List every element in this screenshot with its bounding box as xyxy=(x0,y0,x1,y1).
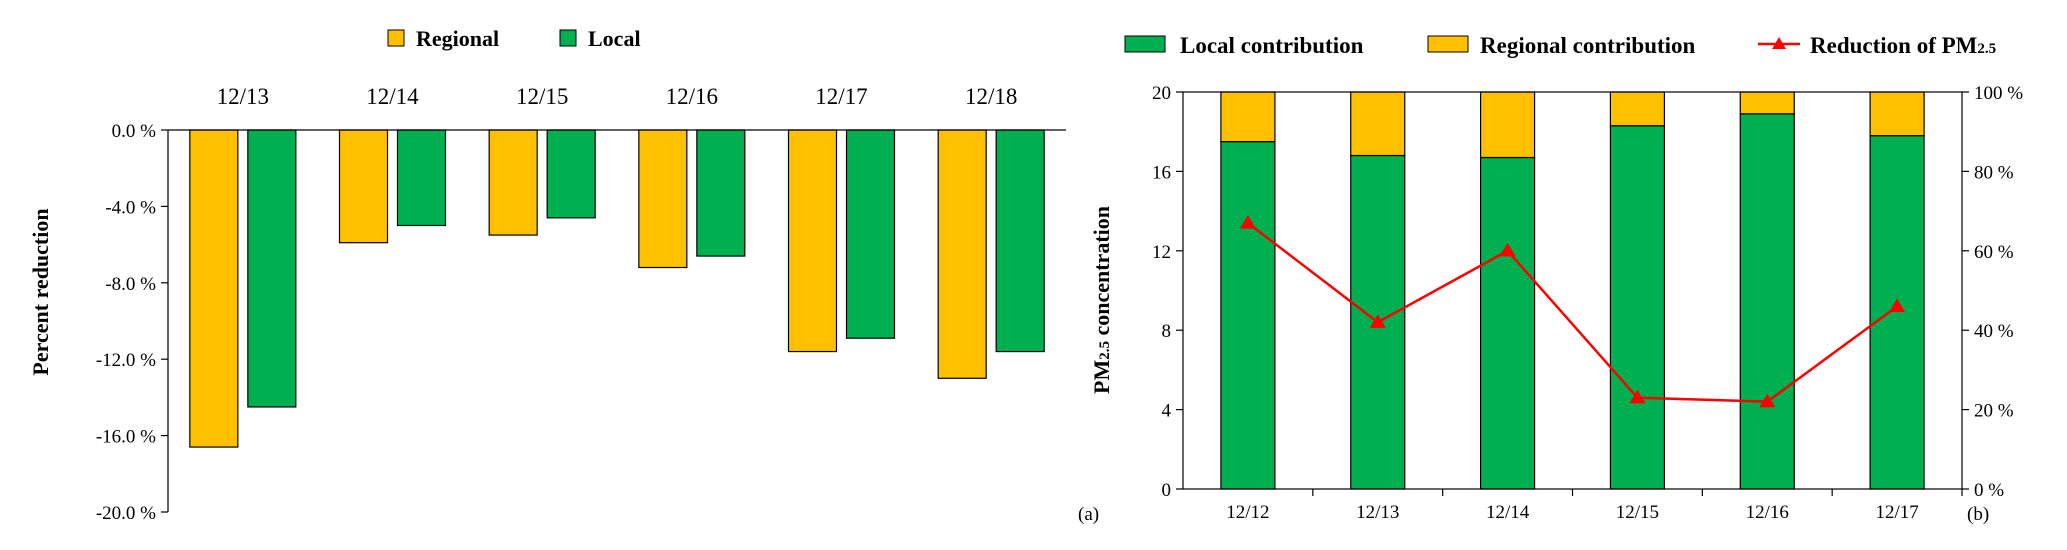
chart-a-legend: Regional Local xyxy=(387,26,641,51)
bar-regional-12-13 xyxy=(189,129,239,448)
chart-b-y-axis-title-sub: 2.5 xyxy=(1097,341,1113,360)
y2-tick-label-2: 40 % xyxy=(1974,321,2014,342)
category-label-12-16: 12/16 xyxy=(1746,502,1789,523)
bar-local-12-17 xyxy=(845,129,896,339)
category-label-12-16: 12/16 xyxy=(666,84,718,109)
legend-label-reduction-prefix: Reduction of PM xyxy=(1810,33,1978,58)
chart-a-bars xyxy=(189,129,1045,448)
category-label-12-18: 12/18 xyxy=(965,84,1017,109)
y-tick-label-2: 8 xyxy=(1162,321,1172,342)
chart-a: Regional Local 12/13 12/14 12/15 12/16 12/17… xyxy=(28,26,1099,525)
bar-regional-contribution-12-15 xyxy=(1609,91,1666,127)
bar-regional-contribution-12-13 xyxy=(1350,91,1406,157)
y-tick-label-3: -12.0 % xyxy=(96,350,156,371)
bar-regional-12-17 xyxy=(787,129,838,353)
y2-tick-label-1: 20 % xyxy=(1974,401,2014,422)
chart-b-y2-tick-labels: 0 % 20 % 40 % 60 % 80 % 100 % xyxy=(1974,83,2023,501)
bar-local-contribution-12-16 xyxy=(1739,113,1795,490)
bar-local-contribution-12-12 xyxy=(1220,141,1276,490)
bar-regional-contribution-12-17 xyxy=(1869,91,1925,137)
bar-local-contribution-12-14 xyxy=(1479,156,1536,490)
line-reduction-path xyxy=(1247,222,1898,403)
chart-b-reduction-line xyxy=(1239,215,1906,408)
bar-regional-12-14 xyxy=(338,129,389,244)
line-marker-12-17 xyxy=(1889,298,1906,312)
legend-label-regional: Regional xyxy=(416,26,499,51)
y2-tick-label-5: 100 % xyxy=(1974,83,2023,104)
legend-marker-reduction xyxy=(1772,37,1786,49)
bar-local-contribution-12-17 xyxy=(1869,135,1925,490)
bar-local-contribution-12-15 xyxy=(1609,125,1666,490)
bar-local-12-18 xyxy=(995,129,1045,353)
y2-tick-label-3: 60 % xyxy=(1974,242,2014,263)
bar-local-12-13 xyxy=(247,129,297,408)
category-label-12-13: 12/13 xyxy=(217,84,269,109)
legend-swatch-local-contribution xyxy=(1124,35,1166,53)
chart-a-category-labels: 12/13 12/14 12/15 12/16 12/17 12/18 xyxy=(217,84,1018,109)
line-marker-12-13 xyxy=(1369,314,1386,328)
legend-label-reduction: Reduction of PM2.5 xyxy=(1810,33,1996,58)
legend-swatch-regional-contribution xyxy=(1427,35,1469,53)
category-label-12-15: 12/15 xyxy=(1616,502,1659,523)
chart-b-y-axis-title-suffix: concentration xyxy=(1089,206,1114,341)
chart-a-panel-label: (a) xyxy=(1078,504,1099,525)
chart-b-axes xyxy=(1176,91,1969,496)
category-label-12-17: 12/17 xyxy=(815,84,867,109)
chart-b-y-axis-title-prefix: PM xyxy=(1089,360,1114,394)
y-tick-label-3: 12 xyxy=(1152,242,1171,263)
line-marker-12-12 xyxy=(1239,215,1256,229)
legend-label-local: Local xyxy=(588,26,641,51)
y-tick-label-5: -20.0 % xyxy=(96,503,156,524)
bar-regional-12-15 xyxy=(488,129,538,236)
bar-regional-contribution-12-14 xyxy=(1479,91,1536,159)
legend-swatch-local xyxy=(559,29,577,47)
bar-regional-12-18 xyxy=(937,129,987,379)
chart-b-y-axis-title: PM2.5 concentration xyxy=(1089,206,1114,394)
chart-b-y-tick-labels: 0 4 8 12 16 20 xyxy=(1152,83,1172,501)
y2-tick-label-4: 80 % xyxy=(1974,162,2014,183)
category-label-12-14: 12/14 xyxy=(366,84,419,109)
bar-local-12-14 xyxy=(396,129,447,227)
y-tick-label-2: -8.0 % xyxy=(105,274,156,295)
chart-b-panel-label: (b) xyxy=(1967,504,1989,525)
category-label-12-14: 12/14 xyxy=(1486,502,1530,523)
bar-regional-12-16 xyxy=(638,129,688,269)
legend-swatch-regional xyxy=(387,29,405,47)
chart-a-y-tick-labels: 0.0 % -4.0 % -8.0 % -12.0 % -16.0 % -20.0 % xyxy=(96,121,156,524)
chart-a-axes xyxy=(161,129,1066,513)
bar-regional-contribution-12-16 xyxy=(1739,91,1795,115)
chart-b: Local contribution Regional contribution… xyxy=(1089,33,2023,525)
legend-label-regional-contribution: Regional contribution xyxy=(1480,33,1696,58)
category-label-12-13: 12/13 xyxy=(1356,502,1399,523)
legend-label-reduction-sub: 2.5 xyxy=(1977,41,1996,57)
category-label-12-17: 12/17 xyxy=(1875,502,1918,523)
y-tick-label-1: 4 xyxy=(1162,401,1172,422)
legend-label-local-contribution: Local contribution xyxy=(1180,33,1364,58)
bar-regional-contribution-12-12 xyxy=(1220,91,1276,143)
chart-b-category-labels: 12/12 12/13 12/14 12/15 12/16 12/17 xyxy=(1226,502,1918,523)
y-tick-label-1: -4.0 % xyxy=(105,197,156,218)
chart-a-y-axis-title: Percent reduction xyxy=(28,208,53,375)
bar-local-12-16 xyxy=(696,129,746,257)
line-marker-12-14 xyxy=(1499,242,1516,257)
y2-tick-label-0: 0 % xyxy=(1974,480,2004,501)
category-label-12-12: 12/12 xyxy=(1226,502,1269,523)
plot-frame xyxy=(1182,91,1963,490)
y-tick-label-5: 20 xyxy=(1152,83,1171,104)
chart-b-legend: Local contribution Regional contribution… xyxy=(1124,33,1996,58)
category-label-12-15: 12/15 xyxy=(516,84,568,109)
bar-local-12-15 xyxy=(546,129,596,219)
chart-b-bars xyxy=(1220,91,1925,490)
y-tick-label-0: 0 xyxy=(1162,480,1172,501)
y-tick-label-4: 16 xyxy=(1152,162,1171,183)
y-tick-label-0: 0.0 % xyxy=(112,121,157,142)
y-tick-label-4: -16.0 % xyxy=(96,427,156,448)
line-marker-12-16 xyxy=(1759,393,1776,408)
line-marker-12-15 xyxy=(1629,389,1646,404)
